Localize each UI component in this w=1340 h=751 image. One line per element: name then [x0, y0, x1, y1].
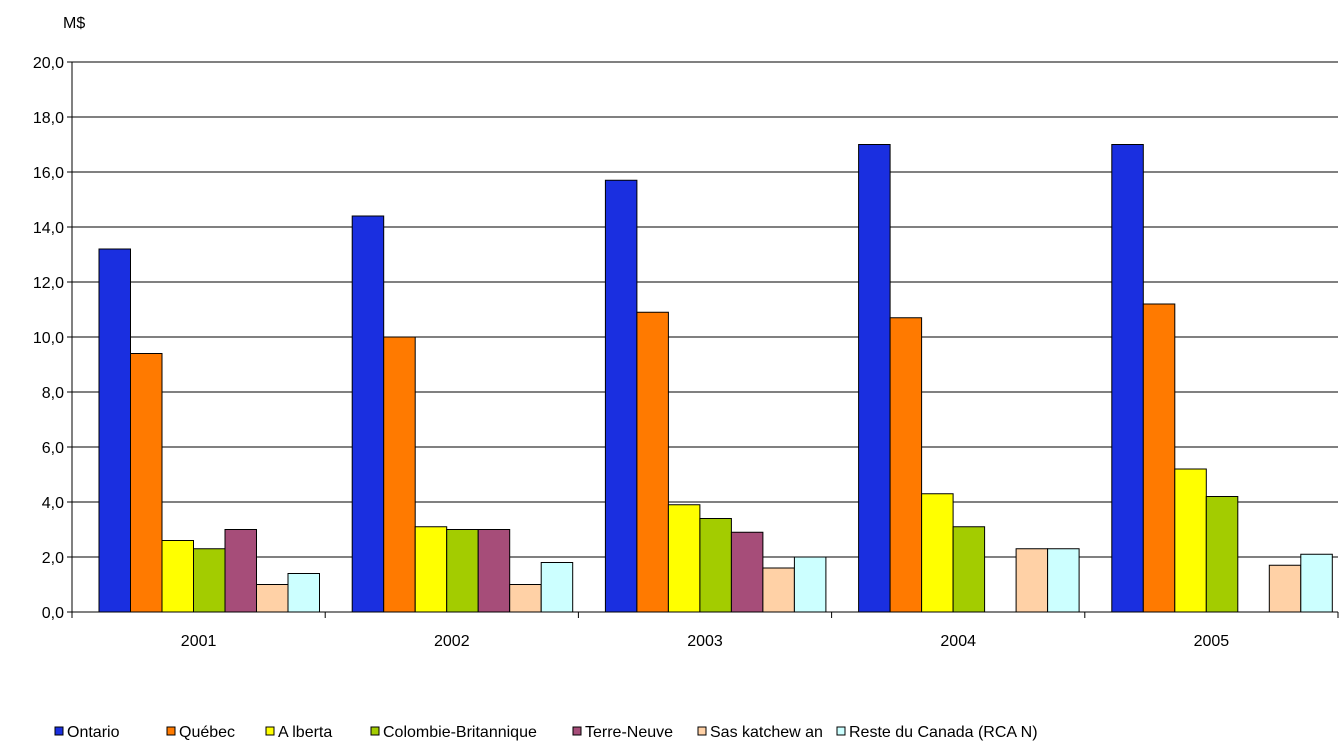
- legend-swatch: [265, 726, 275, 736]
- bar-qu-bec-2004: [889, 317, 923, 613]
- axes: 0,0 2,0 4,0 6,0 8,0 10,0 12,0 14,0 16,0 18,0 20,0 2…: [33, 55, 1339, 650]
- bar-colombie-britannique-2002: [446, 529, 479, 613]
- legend-swatch: [697, 726, 707, 736]
- legend-label: Sas katchew an: [710, 724, 823, 741]
- bar-sas-katchew-an-2001: [256, 584, 289, 613]
- y-tick-label: 0,0: [42, 605, 64, 622]
- bar-terre-neuve-2003: [730, 531, 764, 613]
- y-tick-label: 6,0: [42, 440, 64, 457]
- legend-label: Terre-Neuve: [585, 724, 673, 741]
- bar-colombie-britannique-2005: [1205, 496, 1239, 613]
- bar-a-lberta-2001: [161, 540, 194, 613]
- y-tick-label: 2,0: [42, 550, 64, 567]
- bar-a-lberta-2003: [667, 504, 701, 613]
- y-tick-label: 12,0: [33, 275, 64, 292]
- legend-swatch: [836, 726, 846, 736]
- legend-label: Reste du Canada (RCA N): [849, 724, 1038, 741]
- bar-reste-du-canada-rca-n--2002: [540, 562, 574, 613]
- x-tick-label: 2004: [940, 633, 976, 650]
- bar-a-lberta-2005: [1174, 468, 1207, 613]
- legend-label: A lberta: [278, 724, 332, 741]
- y-tick-label: 4,0: [42, 495, 64, 512]
- x-tick-label: 2002: [434, 633, 470, 650]
- bar-reste-du-canada-rca-n--2001: [287, 573, 320, 613]
- bar-colombie-britannique-2004: [952, 526, 986, 613]
- bar-ontario-2001: [98, 248, 131, 613]
- legend-swatch: [370, 726, 380, 736]
- bar-colombie-britannique-2001: [193, 548, 226, 613]
- bar-a-lberta-2004: [921, 493, 954, 613]
- legend-label: Colombie-Britannique: [383, 724, 537, 741]
- legend-label: Ontario: [67, 724, 120, 741]
- bar-terre-neuve-2002: [477, 529, 511, 613]
- x-tick-label: 2003: [687, 633, 723, 650]
- legend-swatch: [54, 726, 64, 736]
- y-tick-label: 18,0: [33, 110, 64, 127]
- y-tick-label: 16,0: [33, 165, 64, 182]
- bar-ontario-2004: [858, 144, 891, 613]
- bar-sas-katchew-an-2003: [762, 567, 795, 613]
- bar-ontario-2005: [1111, 144, 1144, 613]
- bar-qu-bec-2001: [130, 353, 163, 613]
- gridlines: [72, 61, 1338, 558]
- bars: [98, 144, 1333, 613]
- y-axis-unit-label: M$: [63, 15, 85, 32]
- bar-colombie-britannique-2003: [699, 518, 732, 613]
- bar-ontario-2002: [351, 215, 385, 613]
- bar-sas-katchew-an-2002: [509, 584, 542, 613]
- bar-terre-neuve-2001: [224, 529, 257, 613]
- legend: Ontario Québec A lberta Colombie-Britanniqu…: [54, 724, 1038, 741]
- bar-reste-du-canada-rca-n--2003: [793, 556, 827, 613]
- bar-qu-bec-2003: [636, 311, 669, 613]
- bar-ontario-2003: [604, 179, 638, 613]
- y-tick-label: 10,0: [33, 330, 64, 347]
- legend-swatch: [166, 726, 176, 736]
- bar-sas-katchew-an-2005: [1268, 564, 1302, 613]
- y-tick-label: 14,0: [33, 220, 64, 237]
- legend-label: Québec: [179, 724, 235, 741]
- x-tick-label: 2005: [1194, 633, 1230, 650]
- y-tick-label: 8,0: [42, 385, 64, 402]
- legend-swatch: [572, 726, 582, 736]
- bar-qu-bec-2002: [383, 336, 416, 613]
- bar-qu-bec-2005: [1142, 303, 1176, 613]
- y-tick-label: 20,0: [33, 55, 64, 72]
- bar-a-lberta-2002: [414, 526, 448, 613]
- bar-sas-katchew-an-2004: [1015, 548, 1049, 613]
- x-tick-label: 2001: [181, 633, 217, 650]
- bar-reste-du-canada-rca-n--2004: [1047, 548, 1080, 613]
- bar-reste-du-canada-rca-n--2005: [1300, 553, 1333, 613]
